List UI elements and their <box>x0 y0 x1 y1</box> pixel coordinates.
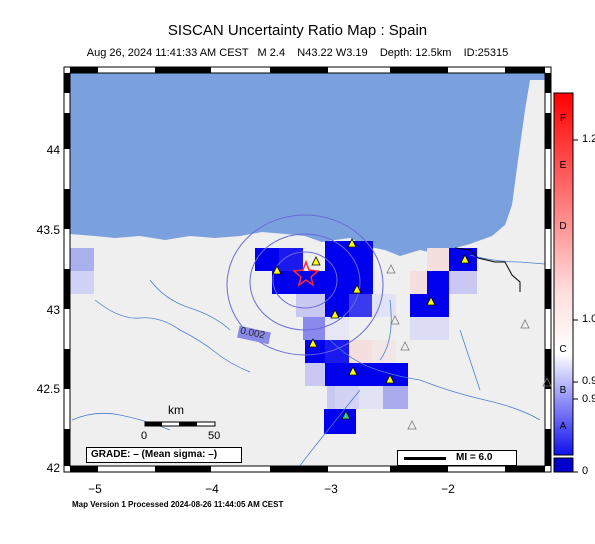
station-icon <box>352 284 362 294</box>
lon-label: −4 <box>205 482 219 496</box>
scale-start: 0 <box>141 430 148 442</box>
lon-label: −3 <box>324 482 338 496</box>
scale-unit: km <box>168 403 184 417</box>
colorbar-grade: E <box>559 160 567 171</box>
colorbar-value: 0.9 <box>582 375 595 387</box>
station-icon <box>426 296 436 306</box>
colorbar-grade: A <box>559 421 567 432</box>
lon-label: −2 <box>441 482 455 496</box>
colorbar <box>553 92 578 473</box>
station-icon <box>341 410 351 420</box>
station-icon <box>520 319 530 329</box>
mi-line-icon <box>404 457 446 460</box>
lat-label: 43 <box>46 303 60 317</box>
colorbar-value: 0.9 <box>582 393 595 405</box>
station-icon <box>542 377 552 387</box>
processing-footer: Map Version 1 Processed 2024-08-26 11:44… <box>72 500 284 509</box>
colorbar-grade: B <box>559 385 567 396</box>
station-icon <box>308 338 318 348</box>
lat-label: 42.5 <box>36 382 60 396</box>
ratio-cells <box>70 241 477 434</box>
station-icon <box>348 366 358 376</box>
lat-label: 44 <box>46 143 60 157</box>
scale-end: 50 <box>208 430 221 442</box>
uncertainty-contours <box>226 214 384 356</box>
colorbar-grade: F <box>559 113 567 124</box>
station-icon <box>386 264 396 274</box>
scale-bar <box>144 421 216 427</box>
station-icon <box>390 315 400 325</box>
colorbar-grade: D <box>559 221 567 232</box>
event-info: Aug 26, 2024 11:41:33 AM CEST M 2.4 N43.… <box>86 47 509 59</box>
stations <box>272 238 552 430</box>
colorbar-value: 0 <box>582 465 589 477</box>
station-icon <box>407 420 417 430</box>
mi-label: MI = 6.0 <box>456 452 493 463</box>
station-icon <box>347 238 357 248</box>
colorbar-value: 1.0 <box>582 313 595 325</box>
station-icon <box>385 374 395 384</box>
station-icon <box>460 254 470 264</box>
lat-label: 42 <box>46 461 60 475</box>
mi-legend: MI = 6.0 <box>397 450 517 466</box>
lat-label: 43.5 <box>36 223 60 237</box>
border-line <box>454 247 521 292</box>
rivers <box>71 254 545 466</box>
epicenter-star-icon <box>292 259 320 287</box>
colorbar-grade: C <box>559 344 567 355</box>
grade-box: GRADE: – (Mean sigma: –) <box>86 447 242 463</box>
lon-label: −5 <box>88 482 102 496</box>
frame-ticks <box>64 67 551 472</box>
station-icon <box>400 341 410 351</box>
station-icon <box>311 256 321 266</box>
station-icon <box>330 309 340 319</box>
map-title: SISCAN Uncertainty Ratio Map : Spain <box>167 22 428 39</box>
station-icon <box>272 265 282 275</box>
sea-area <box>70 73 545 256</box>
colorbar-value: 1.2 <box>582 133 595 145</box>
